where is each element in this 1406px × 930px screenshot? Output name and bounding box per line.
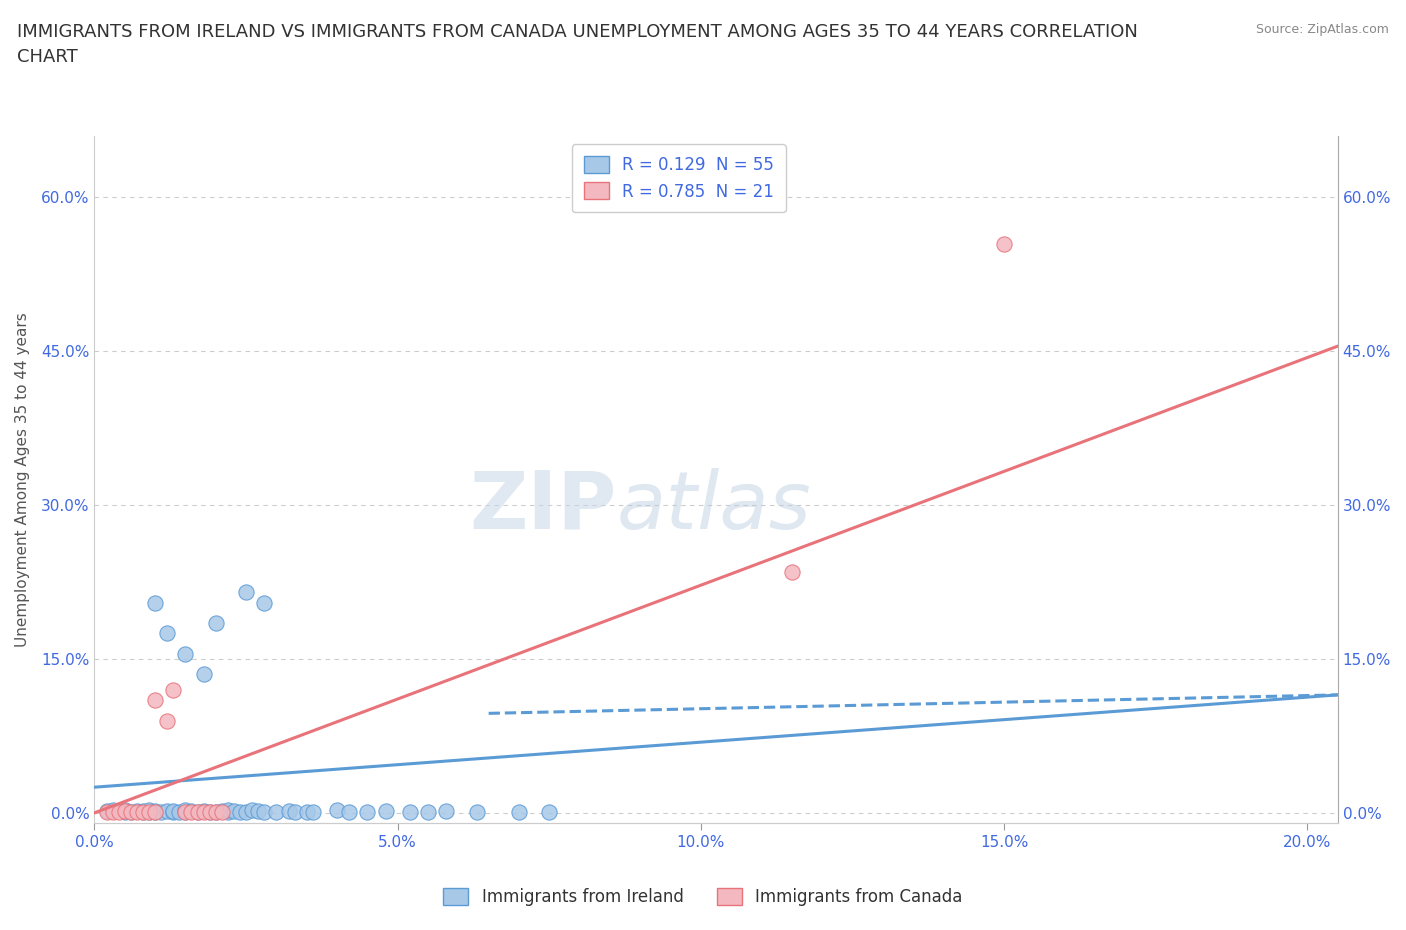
Point: [180, 804, 202, 818]
Point: [416, 804, 439, 819]
Point: [398, 804, 420, 819]
Point: [125, 804, 148, 819]
Point: [114, 803, 136, 817]
Text: Source: ZipAtlas.com: Source: ZipAtlas.com: [1256, 23, 1389, 36]
Point: [374, 804, 396, 818]
Point: [235, 804, 257, 819]
Point: [253, 595, 276, 610]
Point: [277, 804, 299, 818]
Point: [993, 236, 1015, 251]
Point: [162, 804, 184, 818]
Point: [193, 804, 215, 818]
Point: [211, 804, 233, 818]
Point: [204, 804, 226, 819]
Point: [162, 804, 184, 819]
Point: [114, 804, 136, 818]
Point: [174, 646, 197, 661]
Point: [217, 803, 239, 817]
Text: atlas: atlas: [617, 468, 811, 546]
Point: [143, 804, 166, 819]
Legend: Immigrants from Ireland, Immigrants from Canada: Immigrants from Ireland, Immigrants from…: [437, 881, 969, 912]
Point: [434, 804, 457, 818]
Point: [132, 804, 155, 819]
Point: [143, 693, 166, 708]
Point: [247, 804, 270, 818]
Point: [780, 565, 803, 579]
Point: [101, 804, 124, 819]
Point: [465, 804, 488, 819]
Point: [356, 804, 378, 819]
Point: [96, 804, 118, 818]
Point: [326, 803, 349, 817]
Point: [198, 804, 221, 819]
Point: [150, 804, 173, 819]
Point: [222, 804, 245, 818]
Point: [198, 804, 221, 819]
Point: [143, 804, 166, 818]
Point: [193, 804, 215, 819]
Point: [538, 804, 561, 819]
Point: [211, 804, 233, 819]
Text: ZIP: ZIP: [470, 468, 617, 546]
Point: [180, 804, 202, 819]
Point: [229, 804, 252, 819]
Point: [337, 804, 360, 819]
Point: [235, 585, 257, 600]
Point: [266, 804, 288, 819]
Point: [143, 804, 166, 819]
Point: [174, 804, 197, 819]
Point: [204, 616, 226, 631]
Point: [284, 804, 307, 819]
Point: [156, 626, 179, 641]
Point: [169, 804, 191, 819]
Point: [138, 803, 160, 817]
Point: [120, 804, 142, 819]
Point: [253, 804, 276, 819]
Point: [96, 804, 118, 819]
Point: [174, 804, 197, 819]
Point: [101, 803, 124, 817]
Point: [125, 804, 148, 818]
Point: [156, 713, 179, 728]
Legend: R = 0.129  N = 55, R = 0.785  N = 21: R = 0.129 N = 55, R = 0.785 N = 21: [572, 144, 786, 212]
Point: [301, 804, 323, 819]
Point: [204, 804, 226, 819]
Y-axis label: Unemployment Among Ages 35 to 44 years: Unemployment Among Ages 35 to 44 years: [15, 312, 30, 647]
Point: [295, 804, 318, 819]
Point: [240, 803, 263, 817]
Point: [120, 804, 142, 819]
Point: [156, 804, 179, 818]
Point: [193, 667, 215, 682]
Point: [107, 804, 129, 819]
Point: [187, 804, 209, 819]
Point: [138, 804, 160, 819]
Point: [138, 804, 160, 819]
Point: [162, 683, 184, 698]
Point: [132, 804, 155, 819]
Point: [143, 595, 166, 610]
Point: [187, 804, 209, 819]
Point: [217, 804, 239, 819]
Point: [114, 804, 136, 819]
Point: [174, 803, 197, 817]
Point: [132, 804, 155, 818]
Point: [508, 804, 530, 819]
Text: IMMIGRANTS FROM IRELAND VS IMMIGRANTS FROM CANADA UNEMPLOYMENT AMONG AGES 35 TO : IMMIGRANTS FROM IRELAND VS IMMIGRANTS FR…: [17, 23, 1137, 66]
